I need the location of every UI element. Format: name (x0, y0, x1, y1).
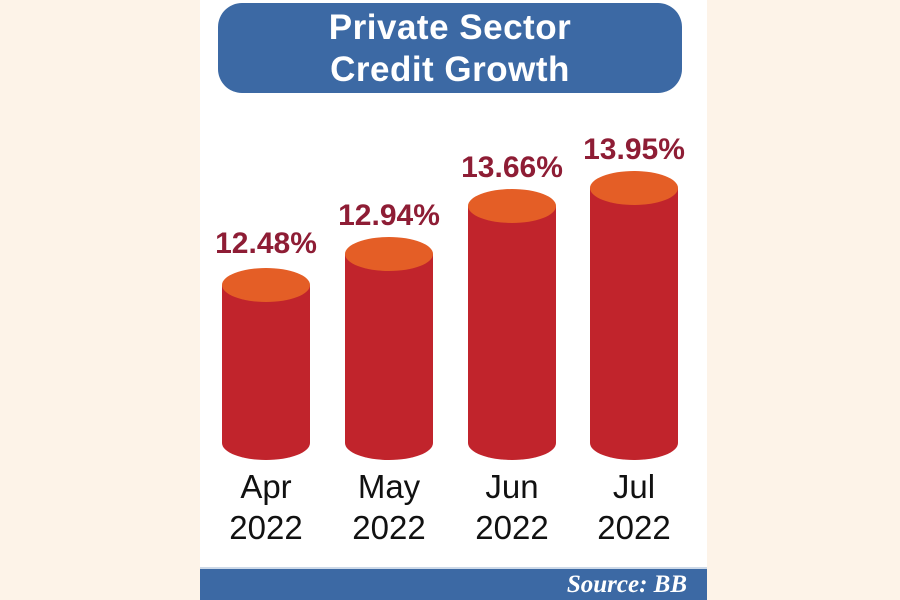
axis-label-jun: Jun 2022 (437, 466, 587, 548)
axis-label-jul: Jul 2022 (559, 466, 709, 548)
axis-label-may-month: May (357, 468, 421, 505)
bar-may-2022 (345, 237, 433, 460)
axis-label-jul-year: 2022 (597, 509, 671, 546)
axis-label-jun-month: Jun (485, 468, 539, 505)
source-label: Source: BB (566, 570, 687, 598)
axis-label-apr-year: 2022 (229, 509, 303, 546)
chart-title-line-1: Private Sector (328, 8, 572, 47)
source-bar: Source: BB (200, 567, 707, 600)
value-label-may: 12.94% (338, 199, 440, 232)
bar-jun-2022 (468, 189, 556, 460)
value-label-jun: 13.66% (461, 151, 563, 184)
title-banner: Private Sector Credit Growth (218, 3, 682, 93)
axis-label-may: May 2022 (314, 466, 464, 548)
bar-apr-2022 (222, 268, 310, 460)
axis-label-jul-month: Jul (612, 468, 656, 505)
value-label-jul: 13.95% (583, 133, 685, 166)
chart-title-line-2: Credit Growth (330, 50, 570, 89)
bar-jul-2022 (590, 171, 678, 460)
axis-label-may-year: 2022 (352, 509, 426, 546)
axis-label-jun-year: 2022 (475, 509, 549, 546)
axis-label-apr-month: Apr (240, 468, 292, 505)
value-label-apr: 12.48% (215, 227, 317, 260)
axis-label-apr: Apr 2022 (191, 466, 341, 548)
